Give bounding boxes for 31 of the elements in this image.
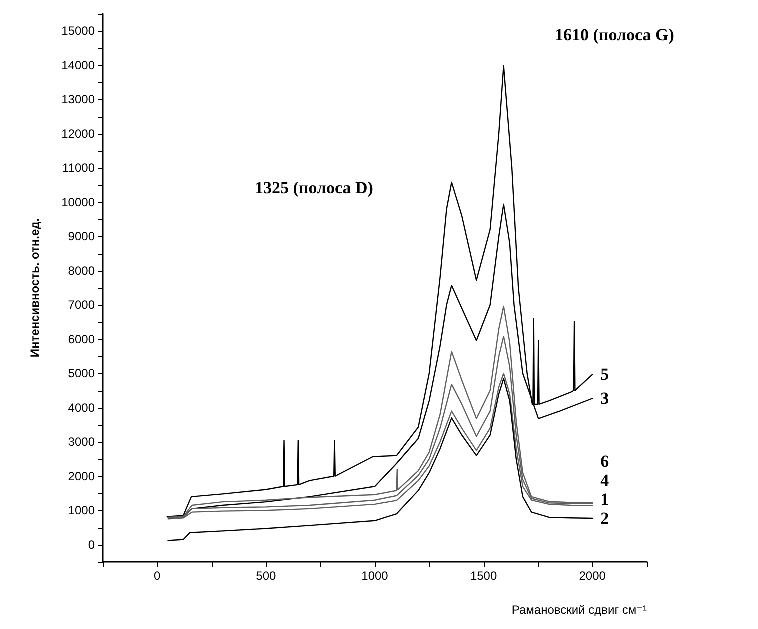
y-axis-title: Интенсивность. отн.ед. [28,218,42,358]
y-tick-label: 9000 [68,230,96,244]
y-tick-label: 6000 [68,332,96,346]
y-tick-label: 7000 [68,298,96,312]
y-tick-label: 12000 [62,126,96,141]
series-label: 1 [600,490,610,510]
x-tick-label: 0 [154,569,162,583]
x-tick-label: 1500 [470,569,498,583]
y-tick-label: 1000 [68,504,96,518]
y-tick-label: 2000 [68,469,96,484]
y-tick-label: 15000 [62,24,96,38]
y-tick-label: 5000 [68,366,96,381]
x-tick-label: 500 [256,569,277,583]
y-tick-label: 10000 [62,195,96,210]
y-tick-label: 4000 [68,400,96,415]
y-tick-label: 11000 [62,161,96,176]
y-tick-label: 0 [88,538,96,552]
y-tick-label: 8000 [68,264,96,278]
y-tick-label: 13000 [62,92,96,107]
series-label: 4 [600,471,610,490]
x-axis-title: Рамановский сдвиг см⁻¹ [512,603,647,617]
series-label: 6 [600,452,610,472]
y-tick-label: 3000 [68,435,96,450]
series-label: 5 [600,365,610,384]
annotation: 1610 (полоса G) [555,26,674,44]
series-label: 2 [600,509,610,528]
y-tick-label: 14000 [62,58,96,72]
x-tick-label: 1000 [362,569,389,583]
x-tick-label: 2000 [579,569,606,583]
series-label: 3 [600,389,610,408]
annotation: 1325 (полоса D) [255,178,374,198]
